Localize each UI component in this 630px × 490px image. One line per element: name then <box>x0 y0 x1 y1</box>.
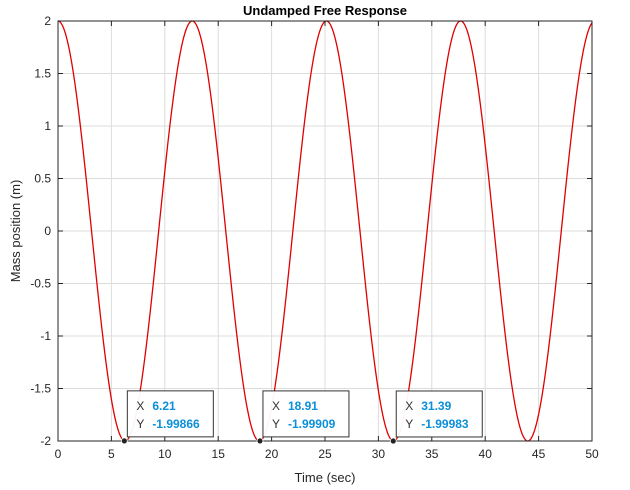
datatip-y-key: Y <box>272 417 280 431</box>
datatip-x-value: 31.39 <box>421 399 451 413</box>
datatip-x-key: X <box>405 399 413 413</box>
x-tick-label: 35 <box>425 447 439 461</box>
y-tick-label: -1.5 <box>30 382 51 396</box>
x-tick-label: 5 <box>108 447 115 461</box>
x-tick-label: 30 <box>372 447 386 461</box>
x-tick-label: 40 <box>479 447 493 461</box>
chart-title: Undamped Free Response <box>243 3 407 18</box>
x-tick-label: 45 <box>532 447 546 461</box>
datatip-box <box>126 390 214 438</box>
y-tick-label: 2 <box>44 14 51 28</box>
datatip-y-key: Y <box>136 417 144 431</box>
datatip-y-value: -1.99909 <box>288 417 336 431</box>
x-tick-label: 10 <box>158 447 172 461</box>
datatip-marker <box>389 437 397 445</box>
x-axis-label: Time (sec) <box>295 470 356 485</box>
datatip-y-value: -1.99983 <box>421 417 469 431</box>
x-tick-label: 0 <box>55 447 62 461</box>
x-tick-label: 20 <box>265 447 279 461</box>
y-axis-label: Mass position (m) <box>8 180 23 283</box>
y-tick-label: -1 <box>40 329 51 343</box>
datatips-layer: X 6.21 Y -1.99866 X 18.91 Y -1.99909 X 31.39 Y -1.9… <box>120 390 483 445</box>
y-tick-label: 1 <box>44 119 51 133</box>
y-tick-label: 1.5 <box>34 67 51 81</box>
x-tick-label: 25 <box>318 447 332 461</box>
datatip-y-value: -1.99866 <box>152 417 200 431</box>
datatip-y-key: Y <box>405 417 413 431</box>
datatip-x-key: X <box>272 399 280 413</box>
datatip-x-key: X <box>136 399 144 413</box>
datatip-box <box>395 390 483 438</box>
x-tick-label: 50 <box>585 447 599 461</box>
y-tick-label: 0.5 <box>34 172 51 186</box>
datatip-marker <box>120 437 128 445</box>
y-tick-label: -2 <box>40 434 51 448</box>
y-tick-label: 0 <box>44 224 51 238</box>
datatip-marker <box>256 437 264 445</box>
datatip-box <box>262 390 350 438</box>
axis-ticks: 0 5 10 15 20 25 30 35 40 45 50 -2 -1.5 -1 -0.5 0 0.5 1 1.5… <box>30 14 599 461</box>
datatip-x-value: 18.91 <box>288 399 318 413</box>
y-tick-label: -0.5 <box>30 277 51 291</box>
x-tick-label: 15 <box>212 447 226 461</box>
datatip-x-value: 6.21 <box>152 399 176 413</box>
